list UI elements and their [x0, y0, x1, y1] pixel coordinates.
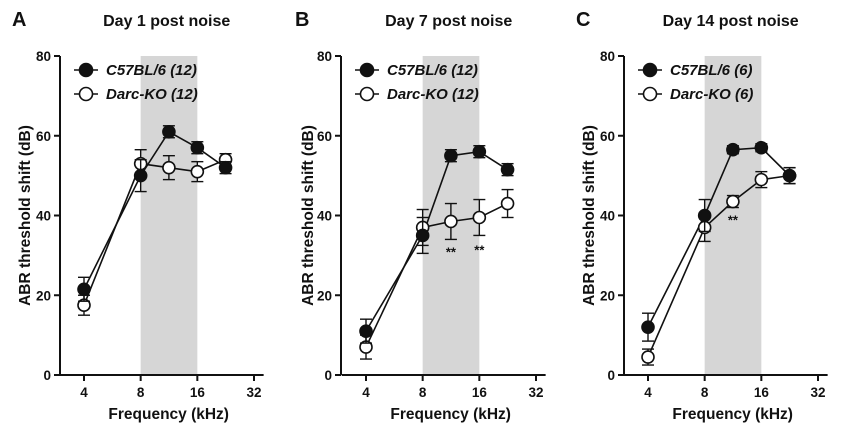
- x-tick-label: 4: [644, 385, 652, 400]
- y-tick-label: 20: [317, 288, 332, 303]
- legend-marker: [359, 62, 375, 78]
- data-point: [162, 160, 176, 175]
- x-tick-label: 16: [472, 385, 488, 400]
- x-tick-label: 32: [528, 385, 543, 400]
- noise-band-shading: [140, 56, 198, 375]
- y-tick-label: 60: [600, 129, 615, 144]
- y-tick-label: 80: [317, 49, 332, 64]
- noise-band-shading: [704, 56, 762, 375]
- data-point: [500, 196, 515, 211]
- significance-marker: **: [446, 244, 457, 259]
- x-axis-label: Frequency (kHz): [108, 406, 229, 423]
- data-point: [218, 160, 233, 175]
- data-point: [472, 210, 487, 225]
- x-axis-label: Frequency (kHz): [390, 406, 511, 423]
- x-tick-label: 4: [362, 385, 370, 400]
- data-point: [726, 142, 740, 157]
- panel-title: Day 14 post noise: [663, 13, 799, 30]
- data-point: [726, 194, 740, 209]
- data-point: [641, 350, 655, 364]
- significance-marker: **: [474, 242, 485, 257]
- y-tick-label: 80: [36, 49, 51, 64]
- data-point: [190, 164, 205, 179]
- x-tick-label: 32: [810, 385, 825, 400]
- data-point: [641, 320, 655, 334]
- legend-marker: [78, 62, 94, 78]
- x-tick-label: 32: [246, 385, 261, 400]
- x-tick-label: 16: [754, 385, 770, 400]
- panel-title: Day 1 post noise: [103, 13, 230, 30]
- legend-label: Darc-KO (6): [670, 86, 753, 103]
- legend-label: C57BL/6 (12): [387, 62, 478, 79]
- data-point: [162, 124, 176, 139]
- legend-label: Darc-KO (12): [106, 86, 198, 103]
- y-tick-label: 80: [600, 49, 615, 64]
- data-point: [359, 324, 373, 338]
- y-tick-label: 60: [36, 129, 51, 144]
- legend-label: C57BL/6 (12): [106, 62, 197, 79]
- data-point: [697, 208, 712, 223]
- x-axis-label: Frequency (kHz): [672, 406, 793, 423]
- legend-marker: [359, 86, 375, 102]
- data-point: [754, 140, 769, 155]
- data-point: [500, 162, 515, 177]
- y-tick-label: 40: [317, 209, 332, 224]
- data-point: [190, 140, 205, 155]
- y-axis-label: ABR threshold shift (dB): [17, 125, 34, 306]
- y-axis-label: ABR threshold shift (dB): [581, 125, 598, 306]
- panel-letter: A: [12, 9, 26, 31]
- y-tick-label: 20: [600, 288, 615, 303]
- x-tick-label: 4: [80, 385, 88, 400]
- y-tick-label: 40: [36, 209, 51, 224]
- y-tick-label: 40: [600, 209, 615, 224]
- y-tick-label: 60: [317, 129, 332, 144]
- significance-marker: **: [728, 212, 739, 227]
- data-point: [472, 144, 487, 159]
- legend-marker: [642, 62, 658, 78]
- data-point: [782, 168, 797, 183]
- panel-letter: C: [576, 9, 590, 31]
- x-tick-label: 8: [701, 385, 709, 400]
- data-point: [444, 148, 458, 163]
- panel-letter: B: [295, 9, 309, 31]
- x-tick-label: 16: [190, 385, 206, 400]
- data-point: [77, 282, 91, 297]
- data-point: [133, 168, 148, 183]
- data-point: [415, 228, 430, 243]
- legend-label: C57BL/6 (6): [670, 62, 753, 79]
- x-tick-label: 8: [137, 385, 145, 400]
- data-point: [754, 172, 769, 187]
- y-tick-label: 0: [43, 368, 51, 383]
- y-tick-label: 20: [36, 288, 51, 303]
- y-tick-label: 0: [607, 368, 615, 383]
- y-axis-label: ABR threshold shift (dB): [300, 125, 317, 306]
- x-tick-label: 8: [419, 385, 427, 400]
- legend-label: Darc-KO (12): [387, 86, 479, 103]
- data-point: [444, 214, 458, 229]
- legend-marker: [78, 86, 94, 102]
- legend-marker: [642, 86, 658, 102]
- y-tick-label: 0: [324, 368, 332, 383]
- panel-title: Day 7 post noise: [385, 13, 512, 30]
